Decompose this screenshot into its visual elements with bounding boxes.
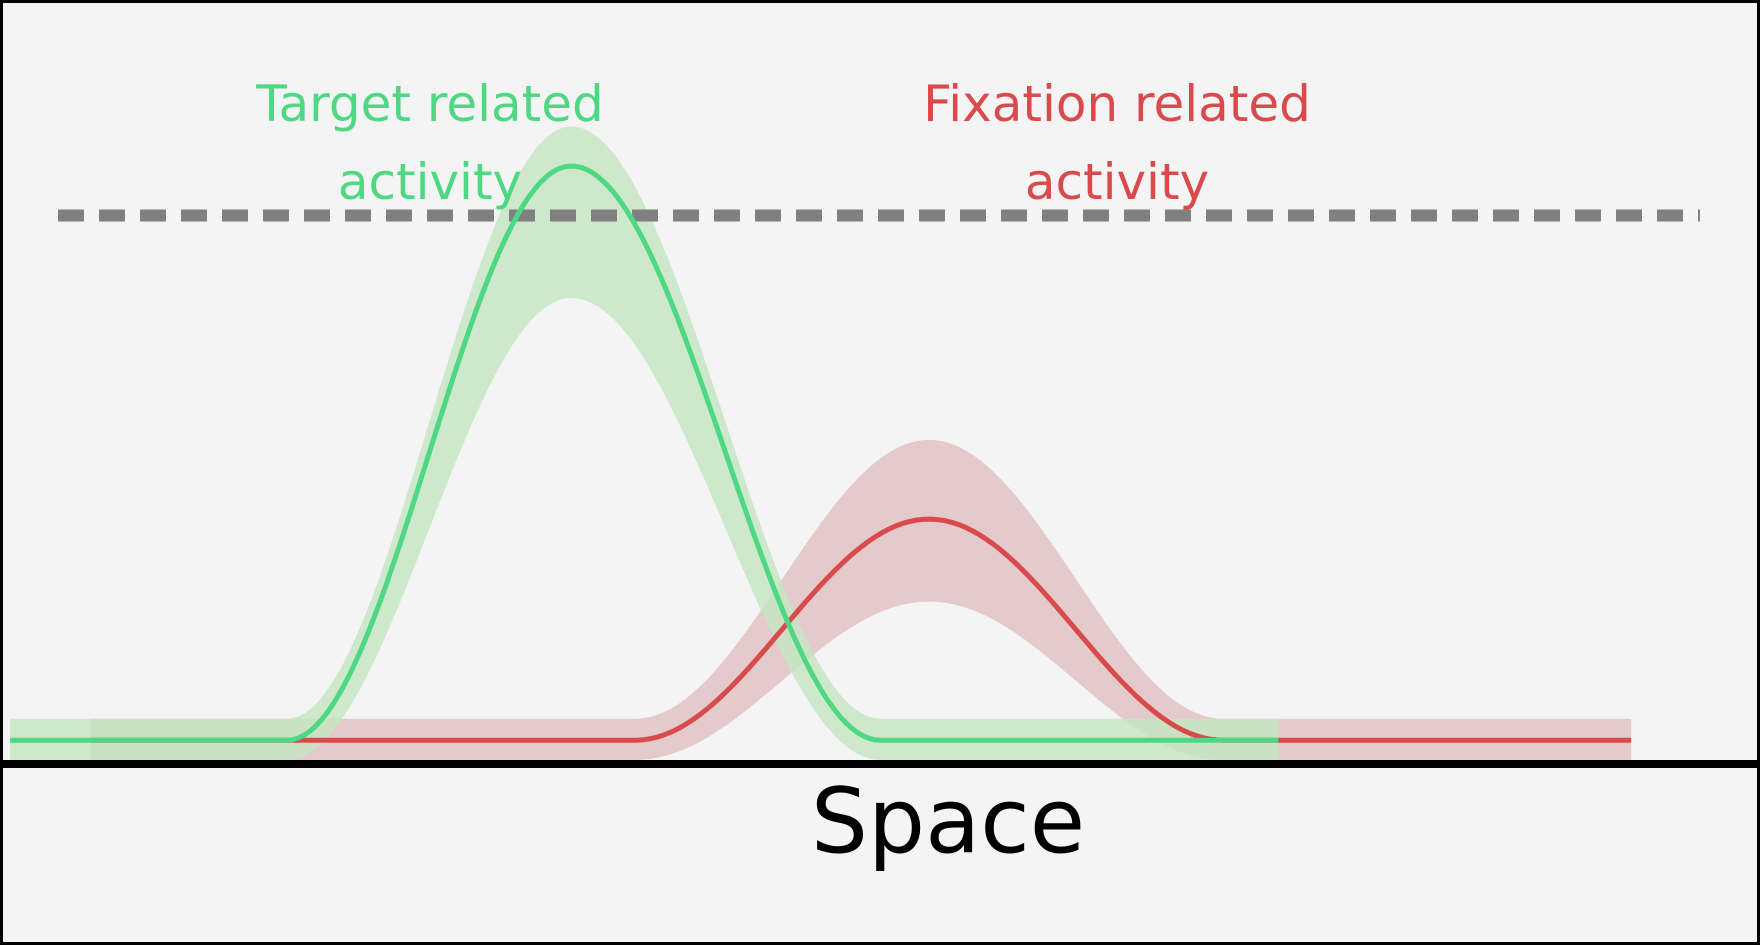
target-band bbox=[10, 126, 1279, 760]
fixation-label-line2: activity bbox=[1025, 153, 1209, 211]
uncertainty-bands bbox=[10, 126, 1632, 760]
fixation-band bbox=[90, 439, 1632, 760]
activity-curves bbox=[10, 163, 1632, 743]
target-label-line2: activity bbox=[338, 153, 522, 211]
fixation-label-line1: Fixation related bbox=[923, 75, 1311, 133]
fixation-curve bbox=[90, 516, 1632, 743]
target-curve bbox=[10, 163, 1279, 743]
x-axis-label: Space bbox=[811, 769, 1085, 874]
target-label-line1: Target related bbox=[255, 75, 603, 133]
